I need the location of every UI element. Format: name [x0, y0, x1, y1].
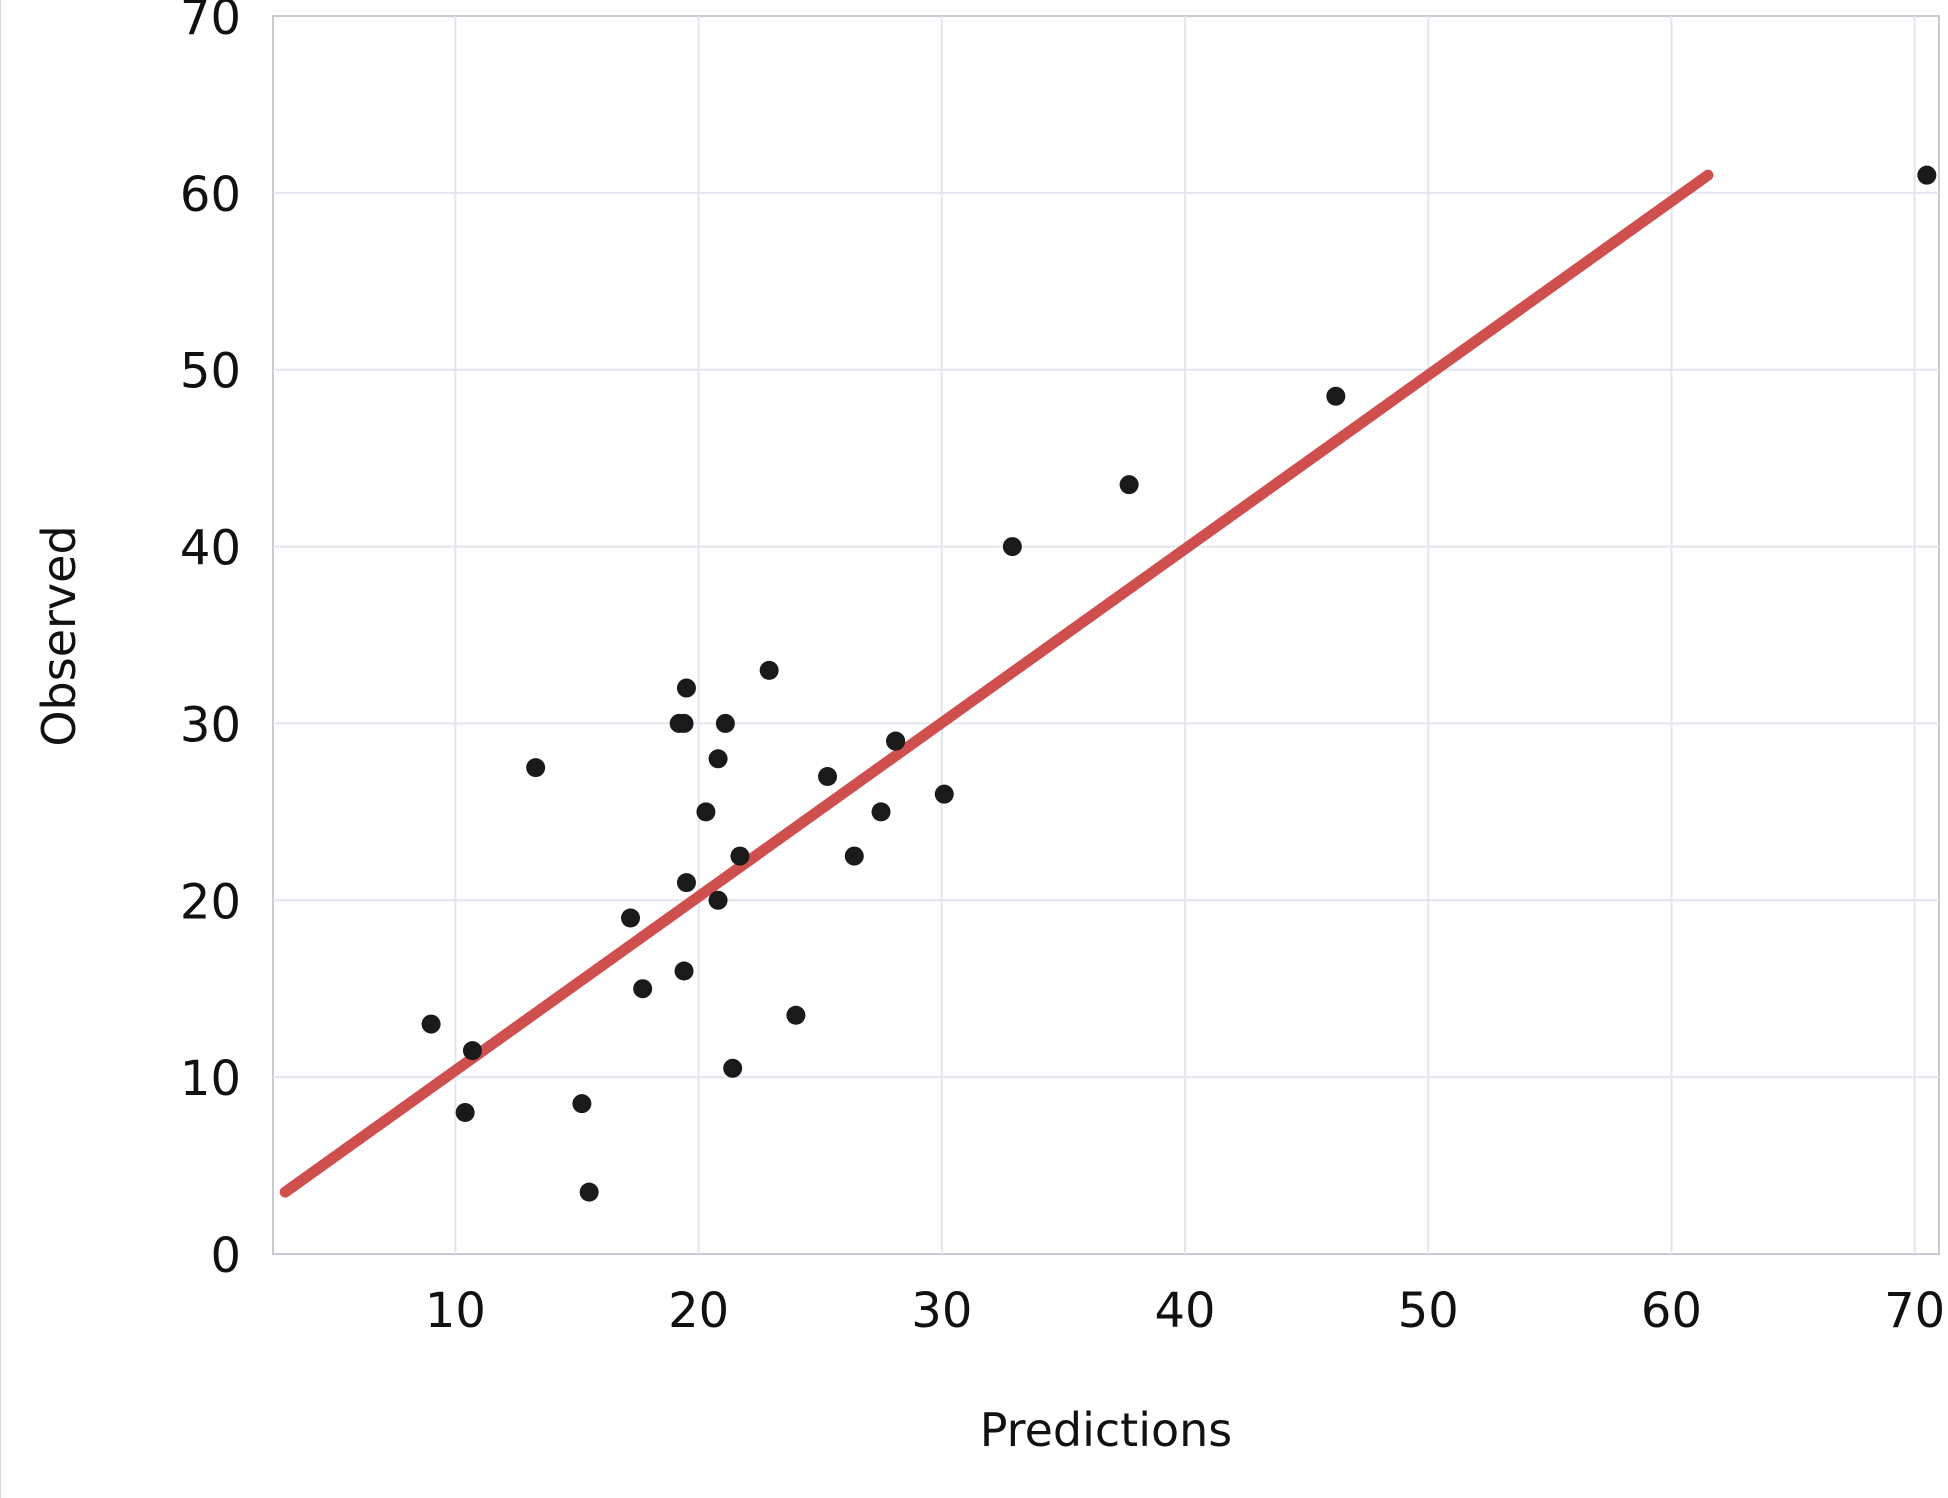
data-point	[676, 873, 696, 893]
data-point	[934, 784, 954, 804]
y-tick-label: 50	[180, 344, 241, 400]
axis-layer: 10 20 30 40 50 60 70 0 10 20 30 40 50 60 70	[180, 0, 1945, 1339]
x-tick-label: 40	[1155, 1283, 1216, 1339]
data-point	[676, 678, 696, 698]
data-point	[579, 1182, 599, 1202]
data-point	[1326, 386, 1346, 406]
fit-line-layer	[279, 169, 1714, 1198]
data-point	[621, 908, 641, 928]
data-point	[1917, 165, 1937, 185]
data-point	[674, 961, 694, 981]
data-point	[696, 802, 716, 822]
data-points-layer	[421, 165, 1937, 1202]
data-point	[818, 766, 838, 786]
plot-area	[272, 15, 1940, 1255]
data-point	[1119, 475, 1139, 495]
data-point	[572, 1094, 592, 1114]
x-tick-label: 20	[668, 1283, 729, 1339]
y-tick-label: 60	[180, 167, 241, 223]
data-point	[715, 713, 735, 733]
y-tick-label: 70	[180, 0, 241, 46]
data-point	[708, 890, 728, 910]
y-axis-title: Observed	[32, 525, 86, 746]
x-tick-label: 10	[425, 1283, 486, 1339]
x-tick-label: 30	[911, 1283, 972, 1339]
x-axis-title: Predictions	[980, 1403, 1232, 1457]
x-tick-label: 50	[1398, 1283, 1459, 1339]
data-point	[708, 749, 728, 769]
data-point	[1002, 537, 1022, 557]
data-point	[759, 660, 779, 680]
y-tick-label: 10	[180, 1051, 241, 1107]
y-tick-label: 30	[180, 697, 241, 753]
y-tick-label: 20	[180, 874, 241, 930]
data-point	[844, 846, 864, 866]
data-point	[421, 1014, 441, 1034]
y-tick-label: 0	[210, 1228, 241, 1284]
grid-layer	[273, 16, 1939, 1254]
data-point	[526, 758, 546, 778]
y-tick-label: 40	[180, 521, 241, 577]
data-point	[871, 802, 891, 822]
x-tick-label: 70	[1884, 1283, 1945, 1339]
data-point	[723, 1058, 743, 1078]
fit-line	[279, 169, 1714, 1198]
data-point	[674, 713, 694, 733]
x-tick-label: 60	[1641, 1283, 1702, 1339]
data-point	[633, 979, 653, 999]
data-point	[462, 1041, 482, 1061]
plot-frame	[272, 15, 1940, 1255]
data-point	[786, 1005, 806, 1025]
data-point	[730, 846, 750, 866]
data-point	[886, 731, 906, 751]
data-point	[455, 1103, 475, 1123]
